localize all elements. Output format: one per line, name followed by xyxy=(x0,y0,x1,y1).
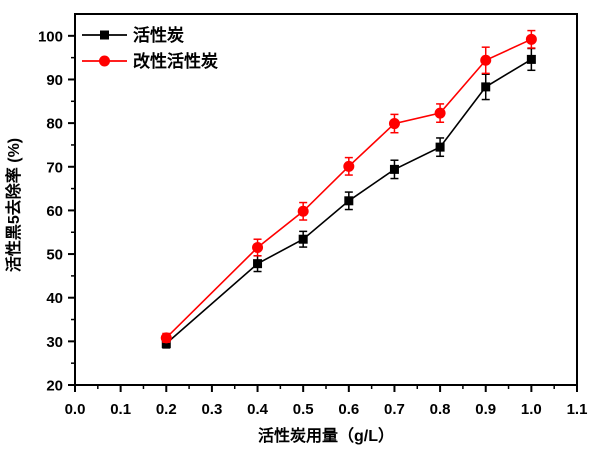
x-tick-label: 0.6 xyxy=(338,401,359,418)
data-point-marker xyxy=(160,332,172,344)
x-tick-label: 0.4 xyxy=(247,401,269,418)
data-point-marker xyxy=(297,205,309,217)
legend-marker-square xyxy=(100,30,109,40)
series-line-1 xyxy=(165,58,532,345)
data-point-marker xyxy=(525,33,537,45)
series-line-2 xyxy=(165,38,532,339)
data-point-marker xyxy=(344,196,354,206)
data-point-marker xyxy=(435,142,445,152)
y-axis-title: 活性黑5去除率 (%) xyxy=(4,138,23,272)
data-point-marker xyxy=(480,54,492,66)
legend-marker-circle xyxy=(99,55,110,67)
y-tick-label: 40 xyxy=(46,290,63,307)
data-point-marker xyxy=(252,242,264,254)
x-tick-label: 0.1 xyxy=(110,401,131,418)
y-tick-label: 20 xyxy=(46,378,63,395)
y-tick-label: 90 xyxy=(46,72,63,89)
y-tick-label: 70 xyxy=(46,159,63,176)
x-tick-label: 0.3 xyxy=(201,401,222,418)
data-point-marker xyxy=(481,82,491,92)
data-point-marker xyxy=(161,339,171,349)
x-tick-label: 1.0 xyxy=(521,401,542,418)
data-point-marker xyxy=(388,118,400,130)
x-axis-title: 活性炭用量（g/L） xyxy=(258,426,394,445)
y-tick-label: 100 xyxy=(38,28,63,45)
x-tick-label: 0.7 xyxy=(384,401,405,418)
x-tick-label: 0.0 xyxy=(65,401,86,418)
x-tick-label: 0.9 xyxy=(475,401,496,418)
y-tick-label: 80 xyxy=(46,116,63,133)
y-tick-label: 30 xyxy=(46,334,63,351)
data-point-marker xyxy=(526,54,536,64)
x-tick-label: 0.5 xyxy=(293,401,314,418)
y-tick-label: 60 xyxy=(46,203,63,220)
x-tick-label: 1.1 xyxy=(567,401,588,418)
data-point-marker xyxy=(343,160,355,172)
x-tick-label: 0.2 xyxy=(156,401,177,418)
x-tick-label: 0.8 xyxy=(430,401,451,418)
data-point-marker xyxy=(434,107,446,119)
legend-label-series-2: 改性活性炭 xyxy=(133,51,218,71)
y-tick-label: 50 xyxy=(46,247,63,264)
legend-label-series-1: 活性炭 xyxy=(133,25,184,45)
data-point-marker xyxy=(298,234,308,244)
data-point-marker xyxy=(389,164,399,174)
data-point-marker xyxy=(253,259,263,269)
